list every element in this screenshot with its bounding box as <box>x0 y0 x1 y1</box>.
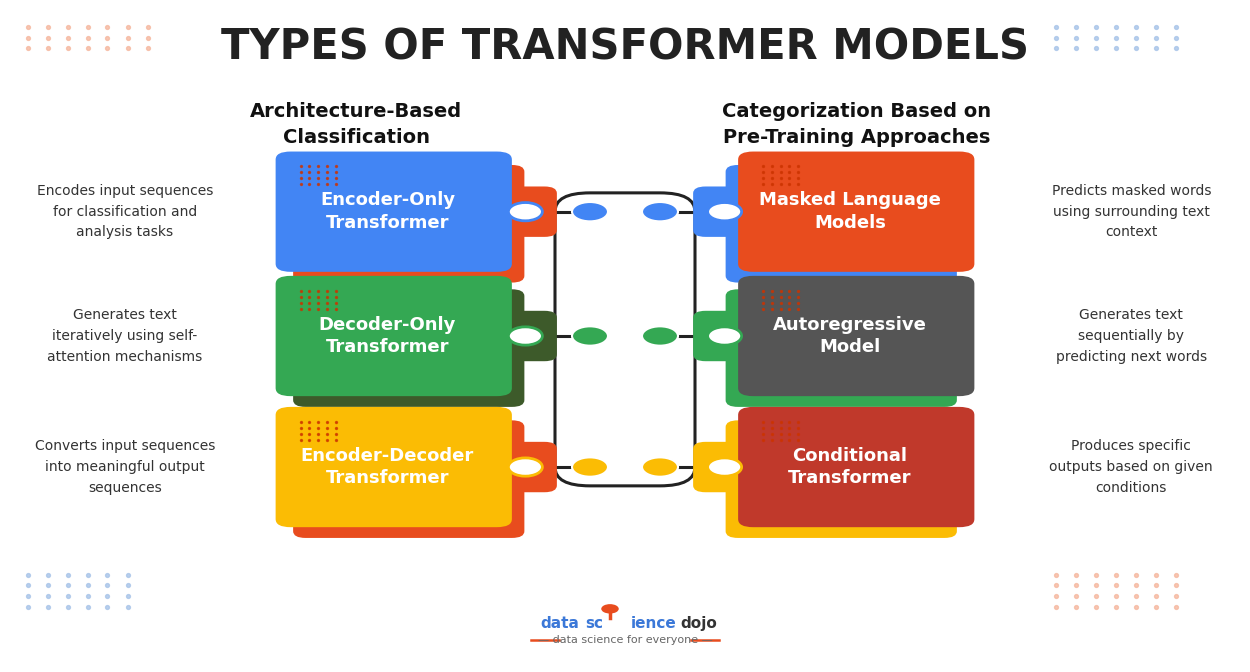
FancyBboxPatch shape <box>292 165 525 282</box>
Text: dojo: dojo <box>680 616 716 631</box>
Text: Categorization Based on
Pre-Training Approaches: Categorization Based on Pre-Training App… <box>721 101 991 147</box>
Text: Autoregressive
Model: Autoregressive Model <box>772 316 928 356</box>
Text: — data science for everyone —: — data science for everyone — <box>538 635 712 644</box>
Text: Converts input sequences
into meaningful output
sequences: Converts input sequences into meaningful… <box>35 439 215 495</box>
FancyBboxPatch shape <box>275 276 512 396</box>
Circle shape <box>642 202 678 221</box>
Circle shape <box>601 604 619 614</box>
FancyBboxPatch shape <box>725 165 958 282</box>
FancyBboxPatch shape <box>693 310 765 362</box>
Circle shape <box>572 327 608 345</box>
Circle shape <box>509 458 542 476</box>
Text: Produces specific
outputs based on given
conditions: Produces specific outputs based on given… <box>1050 439 1212 495</box>
Circle shape <box>509 202 542 221</box>
Text: Predicts masked words
using surrounding text
context: Predicts masked words using surrounding … <box>1051 184 1211 239</box>
FancyBboxPatch shape <box>292 421 525 538</box>
Circle shape <box>707 458 741 476</box>
Circle shape <box>707 202 741 221</box>
Circle shape <box>572 202 608 221</box>
FancyBboxPatch shape <box>275 152 512 271</box>
Text: Decoder-Only
Transformer: Decoder-Only Transformer <box>319 316 456 356</box>
Text: Encoder-Only
Transformer: Encoder-Only Transformer <box>320 192 455 232</box>
FancyBboxPatch shape <box>738 276 975 396</box>
FancyBboxPatch shape <box>738 152 975 271</box>
FancyBboxPatch shape <box>693 442 765 493</box>
Text: Architecture-Based
Classification: Architecture-Based Classification <box>250 101 462 147</box>
Text: Encoder-Decoder
Transformer: Encoder-Decoder Transformer <box>301 447 474 487</box>
FancyBboxPatch shape <box>292 290 525 407</box>
Text: Generates text
sequentially by
predicting next words: Generates text sequentially by predictin… <box>1056 308 1206 364</box>
Circle shape <box>509 327 542 345</box>
Circle shape <box>572 458 608 476</box>
Circle shape <box>642 327 678 345</box>
Text: Masked Language
Models: Masked Language Models <box>759 192 941 232</box>
FancyBboxPatch shape <box>275 407 512 528</box>
FancyBboxPatch shape <box>485 186 558 237</box>
FancyBboxPatch shape <box>738 407 975 528</box>
Circle shape <box>642 458 678 476</box>
FancyBboxPatch shape <box>725 421 958 538</box>
Circle shape <box>707 327 741 345</box>
Text: TYPES OF TRANSFORMER MODELS: TYPES OF TRANSFORMER MODELS <box>221 26 1029 68</box>
FancyBboxPatch shape <box>485 310 558 362</box>
Text: sc: sc <box>585 616 602 631</box>
Text: ience: ience <box>631 616 678 631</box>
FancyBboxPatch shape <box>725 290 958 407</box>
Text: Conditional
Transformer: Conditional Transformer <box>789 447 911 487</box>
Text: data: data <box>540 616 579 631</box>
FancyBboxPatch shape <box>693 186 765 237</box>
Text: Generates text
iteratively using self-
attention mechanisms: Generates text iteratively using self- a… <box>48 308 202 364</box>
FancyBboxPatch shape <box>485 442 558 493</box>
Text: Encodes input sequences
for classification and
analysis tasks: Encodes input sequences for classificati… <box>36 184 214 239</box>
